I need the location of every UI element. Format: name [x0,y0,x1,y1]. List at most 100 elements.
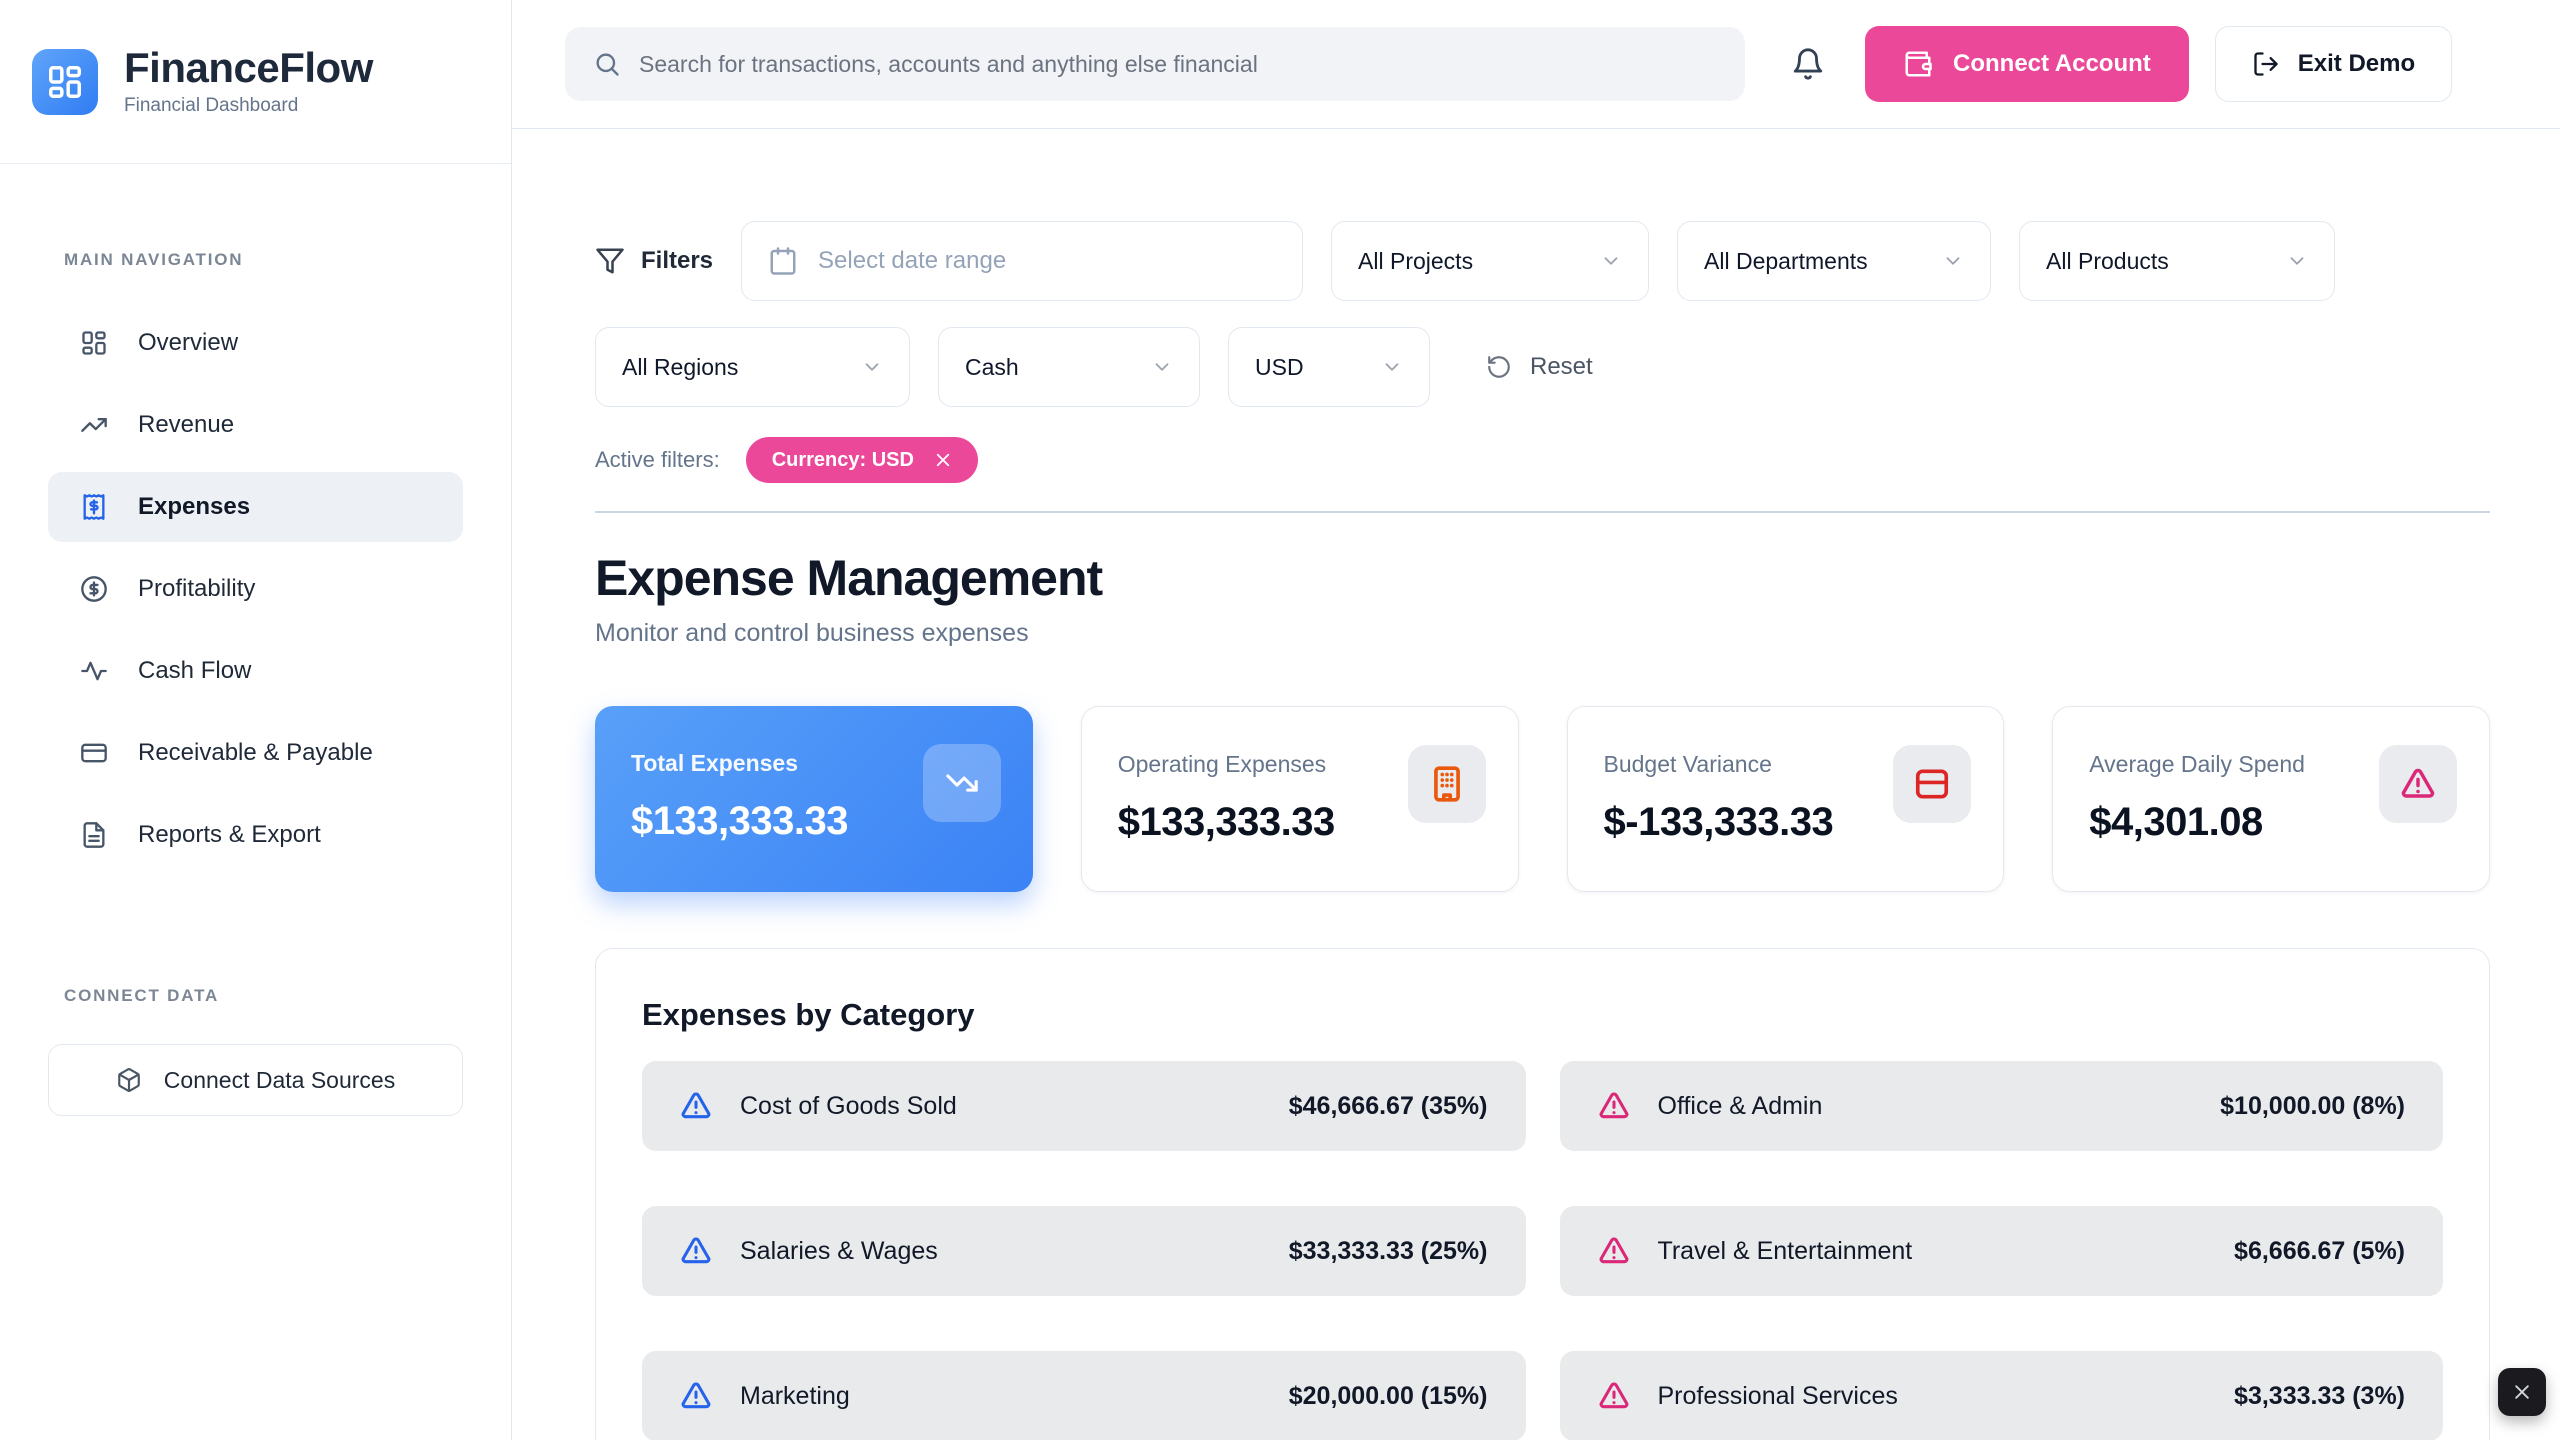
trending-down-icon [945,766,979,800]
sidebar-item-reports-export[interactable]: Reports & Export [48,800,463,870]
alert-triangle-icon [1598,1380,1630,1412]
stat-label: Budget Variance [1603,751,1772,777]
projects-select-value: All Projects [1358,247,1474,274]
search-input[interactable] [639,50,1717,78]
category-value: $3,333.33 (3%) [2234,1381,2405,1410]
stat-card-operating-expenses[interactable]: Operating Expenses $133,333.33 [1080,706,1519,892]
connect-data-sources-button[interactable]: Connect Data Sources [48,1044,463,1116]
stat-label: Total Expenses [631,750,799,776]
bell-icon [1791,47,1825,81]
currency-select-value: USD [1255,353,1304,380]
sidebar-item-overview[interactable]: Overview [48,308,463,378]
date-range-picker[interactable] [741,221,1304,301]
category-label: Travel & Entertainment [1657,1236,1913,1265]
close-icon[interactable] [934,451,952,469]
app-logo [32,48,98,115]
category-label: Salaries & Wages [740,1236,938,1265]
category-row-marketing[interactable]: Marketing $20,000.00 (15%) [642,1351,1526,1440]
stat-value: $133,333.33 [631,799,848,843]
products-select[interactable]: All Products [2019,221,2336,301]
payment-method-select[interactable]: Cash [938,327,1200,407]
box-icon [116,1067,142,1093]
brand-tagline: Financial Dashboard [124,95,299,117]
category-row-cost-of-goods-sold[interactable]: Cost of Goods Sold $46,666.67 (35%) [642,1061,1526,1151]
sidebar-item-expenses[interactable]: Expenses [48,472,463,542]
stat-meta: Average Daily Spend $4,301.08 [2089,739,2305,891]
sidebar-item-cash-flow[interactable]: Cash Flow [48,636,463,706]
category-row-professional-services[interactable]: Professional Services $3,333.33 (3%) [1559,1351,2443,1440]
payment-method-value: Cash [965,353,1019,380]
notifications-button[interactable] [1791,47,1825,81]
credit-card-icon [80,739,108,767]
stat-value: $133,333.33 [1117,800,1335,844]
brand-header: FinanceFlow Financial Dashboard [0,0,511,164]
sidebar-item-label: Overview [138,329,239,356]
stat-meta: Budget Variance $-133,333.33 [1604,739,1834,891]
active-filters-label: Active filters: [595,447,720,472]
projects-select[interactable]: All Projects [1331,221,1650,301]
filters-label-group: Filters [595,246,713,276]
stat-card-average-daily-spend[interactable]: Average Daily Spend $4,301.08 [2052,706,2490,892]
stat-label: Average Daily Spend [2089,751,2305,777]
connect-account-label: Connect Account [1953,50,2151,77]
sidebar-item-label: Cash Flow [138,657,252,684]
receipt-icon [80,493,108,521]
chevron-down-icon [2286,250,2308,272]
connect-data-header: CONNECT DATA [64,986,220,1005]
stat-card-budget-variance[interactable]: Budget Variance $-133,333.33 [1566,706,2005,892]
activity-icon [80,657,108,685]
layout-dashboard-icon [80,329,108,357]
expenses-by-category-card: Expenses by Category Cost of Goods Sold … [595,948,2490,1440]
alert-triangle-icon [680,1235,712,1267]
exit-demo-button[interactable]: Exit Demo [2214,26,2453,102]
close-overlay-button[interactable] [2498,1368,2546,1416]
reset-filters-button[interactable]: Reset [1486,353,1593,381]
chevron-down-icon [1381,356,1403,378]
alert-triangle-icon [2400,766,2436,802]
brand-name: FinanceFlow [124,43,373,91]
currency-filter-chip[interactable]: Currency: USD [745,437,978,483]
stat-card-total-expenses[interactable]: Total Expenses $133,333.33 [595,706,1033,892]
stat-cards: Total Expenses $133,333.33 Operating Exp… [595,706,2490,892]
sidebar-item-profitability[interactable]: Profitability [48,554,463,624]
category-row-office-admin[interactable]: Office & Admin $10,000.00 (8%) [1559,1061,2443,1151]
connect-account-button[interactable]: Connect Account [1865,26,2189,102]
building-icon [1428,765,1466,803]
content: Filters All Projects All Departments [512,129,2560,1440]
main-navigation: MAIN NAVIGATION Overview Revenue Expense… [0,250,511,870]
connect-data-section: CONNECT DATA Connect Data Sources [0,986,511,1116]
trending-up-icon [80,411,108,439]
filter-icon [595,246,625,276]
stat-icon-box [1893,745,1972,823]
filters-label: Filters [641,247,714,274]
category-value: $10,000.00 (8%) [2220,1091,2405,1120]
sidebar-item-revenue[interactable]: Revenue [48,390,463,460]
chevron-down-icon [1151,356,1173,378]
global-search[interactable] [565,27,1745,101]
currency-select[interactable]: USD [1228,327,1430,407]
sidebar-item-receivable-payable[interactable]: Receivable & Payable [48,718,463,788]
category-row-travel-entertainment[interactable]: Travel & Entertainment $6,666.67 (5%) [1559,1206,2443,1296]
filters-row-1: Filters All Projects All Departments [595,221,2490,301]
category-row-salaries-wages[interactable]: Salaries & Wages $33,333.33 (25%) [642,1206,1526,1296]
chevron-down-icon [1600,250,1622,272]
expenses-by-category-title: Expenses by Category [642,997,975,1032]
category-grid: Cost of Goods Sold $46,666.67 (35%) Offi… [642,1061,2443,1440]
alert-triangle-icon [1598,1090,1630,1122]
date-range-input[interactable] [818,247,1277,275]
sidebar-item-label: Revenue [138,411,235,438]
stat-value: $4,301.08 [2089,800,2263,844]
topbar: Connect Account Exit Demo [512,0,2560,129]
category-label: Office & Admin [1657,1091,1823,1120]
category-value: $20,000.00 (15%) [1288,1381,1488,1410]
sidebar-item-label: Expenses [138,493,251,520]
layout-dashboard-icon [46,63,84,101]
regions-select[interactable]: All Regions [595,327,910,407]
sidebar-item-label: Profitability [138,575,256,602]
departments-select[interactable]: All Departments [1677,221,1992,301]
stat-icon-box [1407,745,1486,823]
sidebar-item-label: Reports & Export [138,821,321,848]
close-icon [2512,1382,2532,1402]
category-value: $6,666.67 (5%) [2234,1236,2405,1265]
log-out-icon [2252,50,2280,78]
